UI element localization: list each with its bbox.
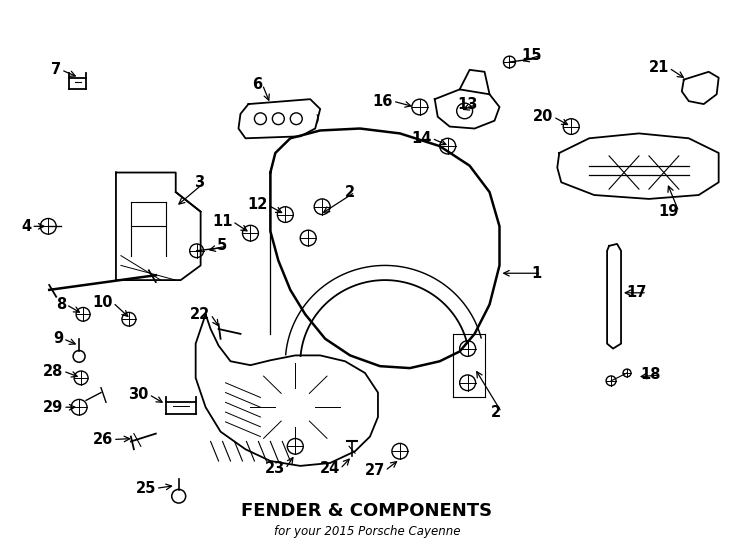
Text: 6: 6 [252, 77, 262, 92]
Text: 21: 21 [648, 60, 669, 76]
Text: 20: 20 [533, 109, 553, 124]
Text: 3: 3 [195, 175, 205, 190]
Text: 16: 16 [373, 93, 393, 109]
Text: 1: 1 [531, 266, 542, 281]
Text: 12: 12 [247, 197, 267, 212]
Text: 30: 30 [128, 387, 149, 402]
Text: for your 2015 Porsche Cayenne: for your 2015 Porsche Cayenne [274, 524, 460, 538]
Text: 24: 24 [320, 461, 340, 476]
Text: 2: 2 [345, 185, 355, 200]
Text: 25: 25 [136, 481, 156, 496]
Text: 23: 23 [265, 461, 286, 476]
Text: 28: 28 [43, 363, 63, 379]
Text: 9: 9 [53, 331, 63, 346]
Text: 15: 15 [521, 48, 542, 63]
Text: 5: 5 [217, 238, 228, 253]
Text: FENDER & COMPONENTS: FENDER & COMPONENTS [241, 502, 493, 519]
Text: 2: 2 [491, 404, 501, 420]
Text: 19: 19 [658, 204, 679, 219]
Text: 7: 7 [51, 62, 61, 77]
Text: 14: 14 [411, 131, 432, 146]
Text: 29: 29 [43, 400, 63, 415]
Text: 10: 10 [92, 295, 113, 310]
Text: 18: 18 [640, 367, 661, 382]
Text: 17: 17 [627, 285, 647, 300]
Text: 13: 13 [457, 97, 478, 112]
Text: 26: 26 [92, 432, 113, 447]
Text: 27: 27 [365, 463, 385, 478]
Text: 8: 8 [56, 297, 66, 312]
Text: 4: 4 [21, 219, 32, 234]
Text: 11: 11 [212, 214, 233, 229]
Text: 22: 22 [190, 307, 211, 322]
